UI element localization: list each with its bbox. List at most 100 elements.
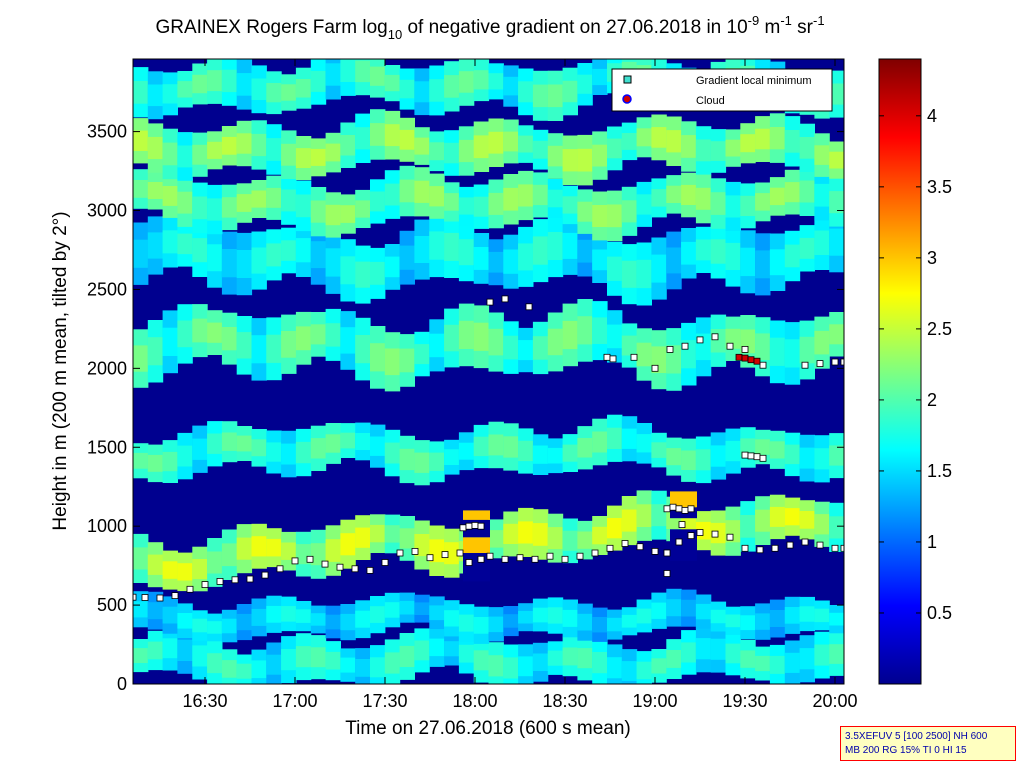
heat-cell-core [399, 129, 415, 150]
heat-cell-core [310, 200, 327, 223]
gradient-minimum-point [441, 551, 449, 558]
heat-cell-core [429, 333, 445, 358]
heat-cell-core [577, 648, 593, 669]
heat-cell-core [444, 232, 460, 261]
heat-cell-core [503, 249, 519, 274]
heat-cell-core [666, 650, 682, 668]
heat-cell-core [370, 123, 386, 146]
gradient-minimum-point [687, 532, 695, 539]
heat-cell-core [518, 243, 534, 271]
heat-cell-core [251, 190, 267, 208]
heat-cell-core [147, 337, 164, 366]
heat-cell-core [518, 81, 534, 103]
heat-cell-core [370, 524, 386, 543]
heat-cell-core [769, 506, 786, 527]
heat-cell-core [221, 249, 238, 278]
heat-cell-core [769, 610, 786, 627]
heat-cell-core [177, 320, 193, 348]
heat-cell-core [355, 261, 371, 288]
heat-cell-core [221, 136, 238, 155]
heat-cell-core [488, 530, 504, 548]
gradient-minimum-point [465, 522, 473, 530]
heat-cell-core [429, 231, 445, 260]
heat-cell-core [769, 187, 786, 206]
heat-cell-core [814, 330, 830, 355]
gradient-minimum-point [663, 505, 671, 513]
heat-cell-core [147, 554, 164, 575]
heat-cell-core [429, 142, 445, 161]
gradient-minimum-point [696, 336, 704, 344]
heat-cell-core [829, 324, 844, 345]
heat-cell-core [236, 663, 253, 679]
heat-cell-core [488, 655, 504, 677]
heat-cell-core [518, 135, 534, 153]
info-line-1: 3.5XEFUV 5 [100 2500] NH 600 [845, 731, 988, 742]
heat-cell-core [325, 323, 341, 347]
heat-cell-core [607, 256, 623, 281]
heat-cell-core [547, 650, 564, 666]
heat-cell-core [221, 69, 238, 93]
heat-cell-core [829, 644, 844, 664]
gradient-minimum-point [216, 578, 224, 585]
colorbar-tick-label: 2 [927, 390, 937, 410]
gradient-minimum-point [816, 541, 824, 549]
gradient-minimum-point [681, 506, 689, 514]
heat-cell-core [444, 610, 460, 627]
heat-cell-core [725, 643, 741, 664]
heat-cell-core [236, 250, 253, 278]
heat-cell-core [829, 612, 844, 626]
heat-cell-core [829, 228, 844, 256]
heat-cell-core [710, 609, 727, 624]
gradient-minimum-point [651, 548, 659, 555]
heat-cell-core [829, 445, 844, 466]
heat-cell-core [236, 613, 253, 631]
heat-cell-core [147, 84, 164, 107]
heat-cell-core [251, 133, 267, 157]
heat-cell-core [221, 432, 238, 451]
heat-cell-core [592, 617, 608, 633]
x-tick-label: 19:00 [632, 691, 677, 711]
heat-cell-core [503, 131, 519, 152]
heat-cell-core [547, 84, 564, 108]
heat-cell-core [384, 183, 401, 206]
gradient-minimum-point [411, 548, 419, 555]
heat-cell-core [399, 79, 415, 99]
heat-cell-core [681, 135, 697, 158]
heat-cell-core [473, 650, 490, 671]
heat-cell-core [340, 432, 356, 449]
heat-cell-core [725, 242, 741, 270]
heat-cell-core [577, 316, 593, 345]
heat-cell-core [473, 135, 490, 159]
heat-cell-core [310, 647, 327, 668]
heat-cell-core [547, 447, 564, 464]
heat-cell-core [147, 182, 164, 199]
gradient-minimum-point [516, 554, 524, 562]
heat-cell-core [784, 244, 801, 268]
heat-cell-core [488, 616, 504, 633]
heat-cell-core [740, 195, 756, 216]
heat-cell-core [384, 442, 401, 464]
gradient-minimum-point [306, 555, 314, 563]
heat-cell-core [458, 442, 475, 460]
heat-cell-core [295, 646, 312, 668]
gradient-minimum-point [246, 575, 254, 583]
y-axis-label: Height in m (200 m mean, tilted by 2°) [50, 211, 71, 530]
cloud-point [735, 353, 743, 361]
legend-marker-cloud [622, 94, 632, 104]
gradient-minimum-point [666, 345, 674, 353]
heat-cell-core [236, 332, 253, 359]
heat-cell-core [755, 439, 771, 455]
heat-cell-core [458, 71, 475, 93]
gradient-minimum-point [726, 342, 734, 350]
heat-cell-core [473, 196, 490, 217]
x-axis-label: Time on 27.06.2018 (600 s mean) [345, 718, 631, 739]
heat-cell-core [355, 433, 371, 450]
heat-cell-core [592, 526, 608, 545]
heat-cell-core [162, 186, 178, 206]
gradient-minimum-point [609, 355, 617, 363]
heat-cell-core [295, 326, 312, 351]
heat-cell-core [236, 73, 253, 96]
heat-cell-core [710, 192, 727, 215]
gradient-minimum-point [603, 353, 611, 361]
heat-cell-core [695, 239, 712, 261]
